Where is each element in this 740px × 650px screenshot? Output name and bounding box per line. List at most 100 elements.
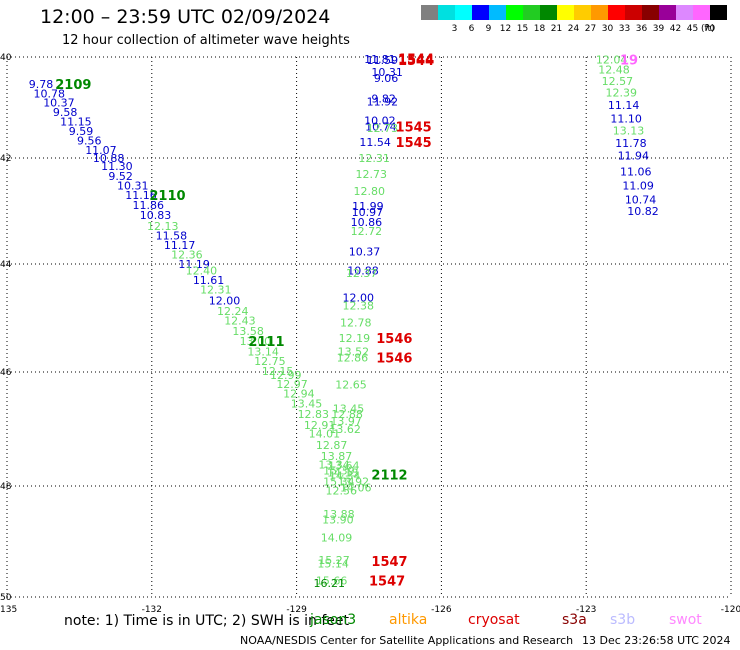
wave-height-value: 15.39 xyxy=(323,465,355,478)
wave-height-value: 11.16 xyxy=(125,189,156,202)
wave-height-value: 12.97 xyxy=(276,378,308,391)
mission-s3b: s3b xyxy=(610,612,636,628)
wave-height-value: 13.00 xyxy=(240,335,271,348)
wave-height-value: 9.82 xyxy=(371,92,396,105)
wave-height-value: 12.91 xyxy=(304,419,336,432)
scale-swatch xyxy=(438,5,456,20)
wave-height-value: 9.78 xyxy=(29,78,54,91)
pass-id-label: 1544 xyxy=(398,53,434,68)
wave-height-value: 12.86 xyxy=(337,351,369,364)
scale-unit-label: (ft) xyxy=(701,24,715,34)
wave-height-value: 10.31 xyxy=(117,180,149,193)
wave-height-values: 9.7810.7810.379.5811.159.599.5611.0710.8… xyxy=(29,53,659,590)
mission-s3a: s3a xyxy=(562,612,587,628)
wave-height-value: 10.97 xyxy=(352,206,384,219)
wave-height-value: 11.09 xyxy=(622,180,654,193)
credit-text: NOAA/NESDIS Center for Satellite Applica… xyxy=(240,634,574,647)
scale-swatch xyxy=(710,5,728,20)
wave-height-value: 10.02 xyxy=(364,115,396,128)
scale-swatch xyxy=(455,5,473,20)
wave-height-value: 14.13 xyxy=(327,466,359,479)
wave-height-value: 13.90 xyxy=(322,513,354,526)
wave-height-value: 11.94 xyxy=(618,149,650,162)
wave-height-value: 10.74 xyxy=(365,121,397,134)
wave-height-value: 10.86 xyxy=(351,216,383,229)
wave-height-value: 11.54 xyxy=(359,136,391,149)
pass-id-label: 2109 xyxy=(55,78,91,93)
pass-id-labels: 1544154415451545154615461547154721092110… xyxy=(55,53,638,590)
wave-height-value: 16.21 xyxy=(313,577,345,590)
longitude-tick-label: -120 xyxy=(721,605,740,615)
scale-swatch xyxy=(608,5,626,20)
latitude-tick-label: 42 xyxy=(0,154,11,164)
scale-swatch xyxy=(676,5,694,20)
pass-id-label: 1546 xyxy=(376,351,412,366)
wave-height-value: 12.00 xyxy=(342,291,374,304)
longitude-labels: -135 -132 -129 -126 -123 -120 xyxy=(0,605,740,615)
scale-swatch xyxy=(540,5,558,20)
wave-height-value: 12.72 xyxy=(351,225,383,238)
wave-height-value: 12.38 xyxy=(342,300,374,313)
wave-height-value: 9.59 xyxy=(69,125,94,138)
wave-height-value: 12.73 xyxy=(355,168,387,181)
latitude-tick-label: 50 xyxy=(0,593,12,603)
wave-height-value: 10.88 xyxy=(93,152,125,165)
scale-swatch xyxy=(642,5,660,20)
wave-height-value: 12.73 xyxy=(367,122,399,135)
scale-label: 6 xyxy=(468,24,475,34)
scale-label: 39 xyxy=(652,24,665,34)
wave-height-value: 13.45 xyxy=(291,397,323,410)
wave-height-value: 11.86 xyxy=(132,199,164,212)
wave-height-value: 12.15 xyxy=(262,365,294,378)
wave-height-value: 13.87 xyxy=(321,450,353,463)
wave-height-value: 12.19 xyxy=(339,332,371,345)
wave-height-value: 9.58 xyxy=(53,106,78,119)
mission-jason3: jason3 xyxy=(310,612,357,628)
graticule xyxy=(6,56,732,598)
longitude-tick-label: -135 xyxy=(0,605,17,615)
scale-label: 42 xyxy=(669,24,682,34)
scale-swatch xyxy=(489,5,507,20)
latitude-tick-label: 48 xyxy=(0,482,12,492)
wave-height-value: 13.62 xyxy=(329,423,361,436)
wave-height-value: 12.65 xyxy=(335,379,367,392)
wave-height-value: 11.14 xyxy=(608,99,640,112)
wave-height-value: 13.58 xyxy=(232,325,264,338)
wave-height-value: 9.52 xyxy=(108,170,133,183)
wave-height-value: 12.31 xyxy=(200,283,232,296)
wave-height-value: 15.66 xyxy=(316,574,348,587)
scale-swatch xyxy=(557,5,575,20)
wave-height-value: 13.92 xyxy=(338,475,370,488)
pass-id-label: 1546 xyxy=(376,332,412,347)
wave-height-value: 13.97 xyxy=(330,415,362,428)
wave-height-value: 11.81 xyxy=(364,53,396,66)
scale-label: 45 xyxy=(686,24,699,34)
wave-height-value: 11.19 xyxy=(178,258,210,271)
scale-label: 18 xyxy=(533,24,546,34)
scale-label: 27 xyxy=(584,24,597,34)
latitude-tick-label: 44 xyxy=(0,260,12,270)
wave-height-value: 11.17 xyxy=(164,239,196,252)
wave-height-value: 10.37 xyxy=(349,245,381,258)
scale-label: 21 xyxy=(550,24,563,34)
wave-height-value: 13.64 xyxy=(328,459,360,472)
wave-height-value: 13.13 xyxy=(613,125,645,138)
wave-height-value: 13.14 xyxy=(247,345,278,358)
wave-height-value: 12.04 xyxy=(596,54,628,67)
wave-height-value: 15.14 xyxy=(317,558,349,571)
scale-swatch xyxy=(472,5,490,20)
wave-height-value: 9.56 xyxy=(77,134,102,147)
latitude-labels: 40 42 44 46 48 50 xyxy=(0,53,12,603)
wave-height-value: 11.30 xyxy=(101,160,132,173)
wave-height-value: 15.27 xyxy=(318,554,350,567)
wave-height-value: 12.99 xyxy=(270,369,302,382)
scale-swatch xyxy=(693,5,711,20)
wave-height-value: 12.13 xyxy=(147,220,179,233)
longitude-tick-label: -123 xyxy=(576,605,596,615)
wave-height-value: 12.37 xyxy=(346,267,378,280)
longitude-tick-label: -126 xyxy=(431,605,452,615)
wave-height-value: 9.06 xyxy=(374,72,399,85)
wave-height-value: 10.78 xyxy=(34,87,65,100)
wave-height-value: 12.88 xyxy=(331,408,363,421)
scale-swatch xyxy=(591,5,609,20)
